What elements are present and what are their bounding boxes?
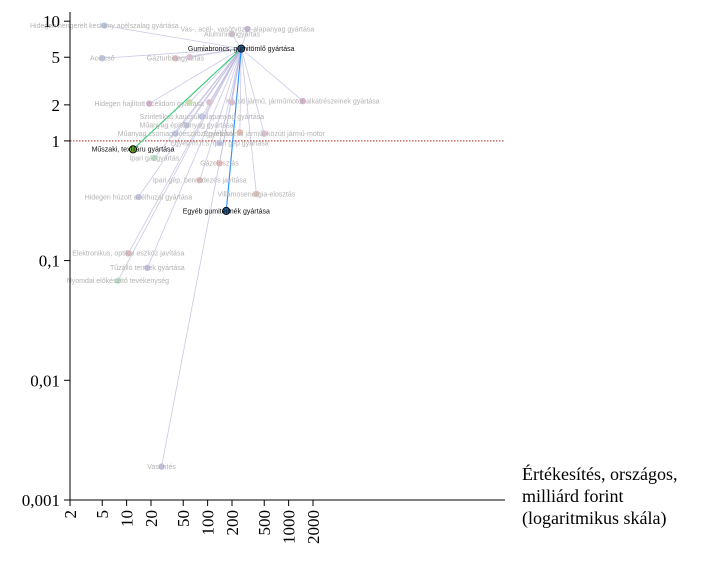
highlight-line-muszaki-textilaru-gyartasa-0: [132, 48, 242, 150]
point-label-muanyag-epitoanyag-gyartasa-12: Műanyag építőanyag gyártása: [139, 123, 233, 130]
point-label-villamosenergia-elosztas-20: Villamosenergia-elosztás: [218, 191, 296, 198]
y-tick-label-5: 0,01: [30, 371, 60, 390]
point-label-vas-acel-vasotvozet-alapanyag-gyartasa-1: Vas-, acél-, vasötvözet-alapanyag gyártá…: [181, 26, 315, 33]
point-gazelosztas-18: [216, 160, 223, 167]
x-tick-label-9: 2000: [304, 510, 323, 544]
highlight-line-egyeb-gumitermek-gyartasa-1: [225, 48, 242, 211]
y-tick-label-4: 0,1: [39, 252, 60, 271]
connector-villamosenergia-elosztas-20: [240, 48, 257, 195]
connector-kozuti-jarmu-jarmumotor-alkatreszeinek-gyartasa-6: [240, 48, 304, 102]
connector-egyeb-m-n-s-ipari-gep-gyartasa-16: [219, 48, 242, 144]
point-label-aluminiumgyartas-2: Alumíniumgyártás: [204, 32, 261, 39]
point-label-tuzallo-termek-gyartasa-23: Tűzálló termék gyártása: [110, 265, 185, 272]
point-label-gazturbinagyartas-4: Gázturbinagyártás: [147, 56, 205, 63]
connector-acelcso-3: [102, 48, 242, 59]
point-aluminiumgyartas-2: [228, 30, 236, 38]
point-hidegen-huzott-acelhuzal-gyartasa-21: [135, 193, 142, 201]
x-tick-label-0: 2: [61, 510, 80, 519]
highlight-label-gumiabroncs-gumitomlo-gyartasa-2: Gumiabroncs, gumitömlő gyártása: [188, 46, 295, 53]
point-label-kozuti-jarmu-jarmumotor-alkatreszeinek-gyartasa-6: Közúti jármű, járműmotor alkatrészeinek …: [226, 99, 380, 106]
x-tick-label-3: 20: [142, 510, 161, 527]
x-axis-label-line-0: Értékesítés, országos,: [522, 463, 677, 484]
connector-ipari-gazgyartas-17: [154, 48, 242, 159]
x-axis-label-line-1: milliárd forint: [522, 486, 623, 506]
point-label-ipari-gazgyartas-17: Ipari gázgyártás: [129, 155, 179, 162]
x-tick-label-4: 50: [174, 510, 193, 527]
connector-tuzallo-termek-gyartasa-23: [146, 48, 242, 268]
point-villamosenergia-elosztas-20: [253, 190, 260, 198]
x-axis-label-line-2: (logaritmikus skála): [522, 508, 666, 529]
connector-lines: [102, 25, 304, 467]
highlight-points: Műszaki, textiláru gyártása Egyéb gumiter…: [92, 44, 295, 215]
connector-vasontes-25: [161, 48, 242, 467]
point-label-ipari-gep-berendezes-javitasa-19: Ipari gép, berendezés javítása: [153, 178, 247, 185]
x-tick-label-1: 5: [93, 510, 112, 519]
point-hidegen-hengerelt-keskeny-acelszalag-gyartasa-0: [101, 22, 108, 29]
point-point-10: [228, 99, 236, 106]
point-point-8: [186, 99, 193, 106]
x-tick-label-8: 1000: [280, 510, 299, 544]
y-tick-label-3: 1: [52, 132, 61, 151]
point-szintetikus-kaucsuk-alapanyag-gyartasa-11: [198, 113, 206, 120]
point-point-5: [186, 54, 193, 61]
point-label-egyeb-kozuti-jarmu-kozuti-jarmu-motor-15: Egyéb közúti jármű, közúti jármű-motor: [204, 131, 326, 138]
connector-hidegen-huzott-acelhuzal-gyartasa-21: [138, 48, 242, 198]
point-egyeb-kozuti-jarmu-kozuti-jarmu-motor-15: [261, 130, 268, 137]
connector-hidegen-hengerelt-keskeny-acelszalag-gyartasa-0: [104, 25, 242, 50]
point-vas-acel-vasotvozet-alapanyag-gyartasa-1: [244, 25, 251, 33]
point-nyomdai-elokeszito-tevekenyseg-24: [114, 277, 122, 284]
point-ipari-gep-berendezes-javitasa-19: [196, 176, 203, 184]
point-muanyag-csomagoloeszkoz-gyartasa-13: [172, 130, 179, 137]
point-hidegen-hajlitott-acelidom-gyartasa-7: [145, 100, 153, 107]
connector-ipari-gep-berendezes-javitasa-19: [199, 48, 242, 181]
connector-egyeb-kozuti-jarmu-kozuti-jarmu-motor-15: [240, 48, 265, 134]
point-point-9: [206, 99, 213, 106]
y-tick-label-6: 0,001: [22, 491, 60, 510]
point-tuzallo-termek-gyartasa-23: [144, 264, 151, 272]
point-label-hidegen-hajlitott-acelidom-gyartasa-7: Hidegen hajlított acélidom gyártása: [95, 101, 204, 108]
point-acelcso-3: [99, 55, 106, 62]
point-label-hidegen-hengerelt-keskeny-acelszalag-gyartasa-0: Hidegen hengerelt keskeny acélszalag gyá…: [30, 23, 179, 30]
point-label-egyeb-m-n-s-ipari-gep-gyartasa-16: Egyéb m.n.s. ipari gép gyártása: [170, 140, 269, 147]
point-label-muanyag-csomagoloeszkoz-gyartasa-13: Műanyag csomagolóeszköz gyártása: [118, 131, 233, 138]
y-tick-label-1: 5: [52, 48, 61, 67]
connector-point-14: [239, 48, 242, 133]
highlight-point-gumiabroncs-gumitomlo-gyartasa-2: [237, 44, 246, 53]
x-tick-label-2: 10: [118, 510, 137, 527]
point-label-vasontes-25: Vasöntés: [147, 464, 176, 471]
highlight-lines: [132, 48, 242, 211]
y-tick-label-0: 10: [43, 12, 60, 31]
point-label-acelcso-3: Acélcső: [90, 56, 115, 63]
highlight-point-muszaki-textilaru-gyartasa-0: [128, 145, 138, 154]
point-label-szintetikus-kaucsuk-alapanyag-gyartasa-11: Szintetikus kaucsuk alapanyag gyártása: [140, 114, 265, 121]
x-axis-label: Értékesítés, országos,milliárd forint(lo…: [522, 463, 677, 529]
y-tick-label-2: 2: [52, 96, 61, 115]
point-label-elektronikus-optikai-eszkoz-javitasa-22: Elektronikus, optikai eszköz javítása: [72, 251, 184, 258]
highlight-label-egyeb-gumitermek-gyartasa-1: Egyéb gumitermék gyártása: [183, 208, 270, 215]
point-label-gazelosztas-18: Gázelosztás: [200, 161, 239, 168]
connector-point-5: [189, 48, 242, 58]
highlight-point-egyeb-gumitermek-gyartasa-1: [222, 206, 231, 215]
point-label-hidegen-huzott-acelhuzal-gyartasa-21: Hidegen húzott acélhuzal gyártása: [85, 194, 193, 201]
point-point-14: [236, 129, 244, 136]
connector-elektronikus-optikai-eszkoz-javitasa-22: [127, 48, 242, 254]
point-kozuti-jarmu-jarmumotor-alkatreszeinek-gyartasa-6: [299, 97, 307, 105]
point-elektronikus-optikai-eszkoz-javitasa-22: [125, 250, 132, 257]
data-points: Hidegen hengerelt keskeny acélszalag gyá…: [30, 22, 380, 471]
highlight-label-muszaki-textilaru-gyartasa-0: Műszaki, textiláru gyártása: [92, 147, 175, 154]
x-tick-label-6: 200: [223, 510, 242, 536]
x-tick-label-7: 500: [255, 510, 274, 536]
connector-nyomdai-elokeszito-tevekenyseg-24: [117, 48, 242, 281]
point-vasontes-25: [158, 463, 165, 470]
x-tick-label-5: 100: [199, 510, 218, 536]
point-muanyag-epitoanyag-gyartasa-12: [183, 122, 190, 129]
connector-hidegen-hajlitott-acelidom-gyartasa-7: [148, 48, 242, 104]
point-ipari-gazgyartas-17: [151, 154, 158, 162]
point-gazturbinagyartas-4: [172, 55, 179, 62]
point-label-nyomdai-elokeszito-tevekenyseg-24: Nyomdai előkészítő tevékenység: [67, 278, 169, 285]
point-egyeb-m-n-s-ipari-gep-gyartasa-16: [216, 139, 223, 147]
connector-point-8: [189, 48, 242, 103]
